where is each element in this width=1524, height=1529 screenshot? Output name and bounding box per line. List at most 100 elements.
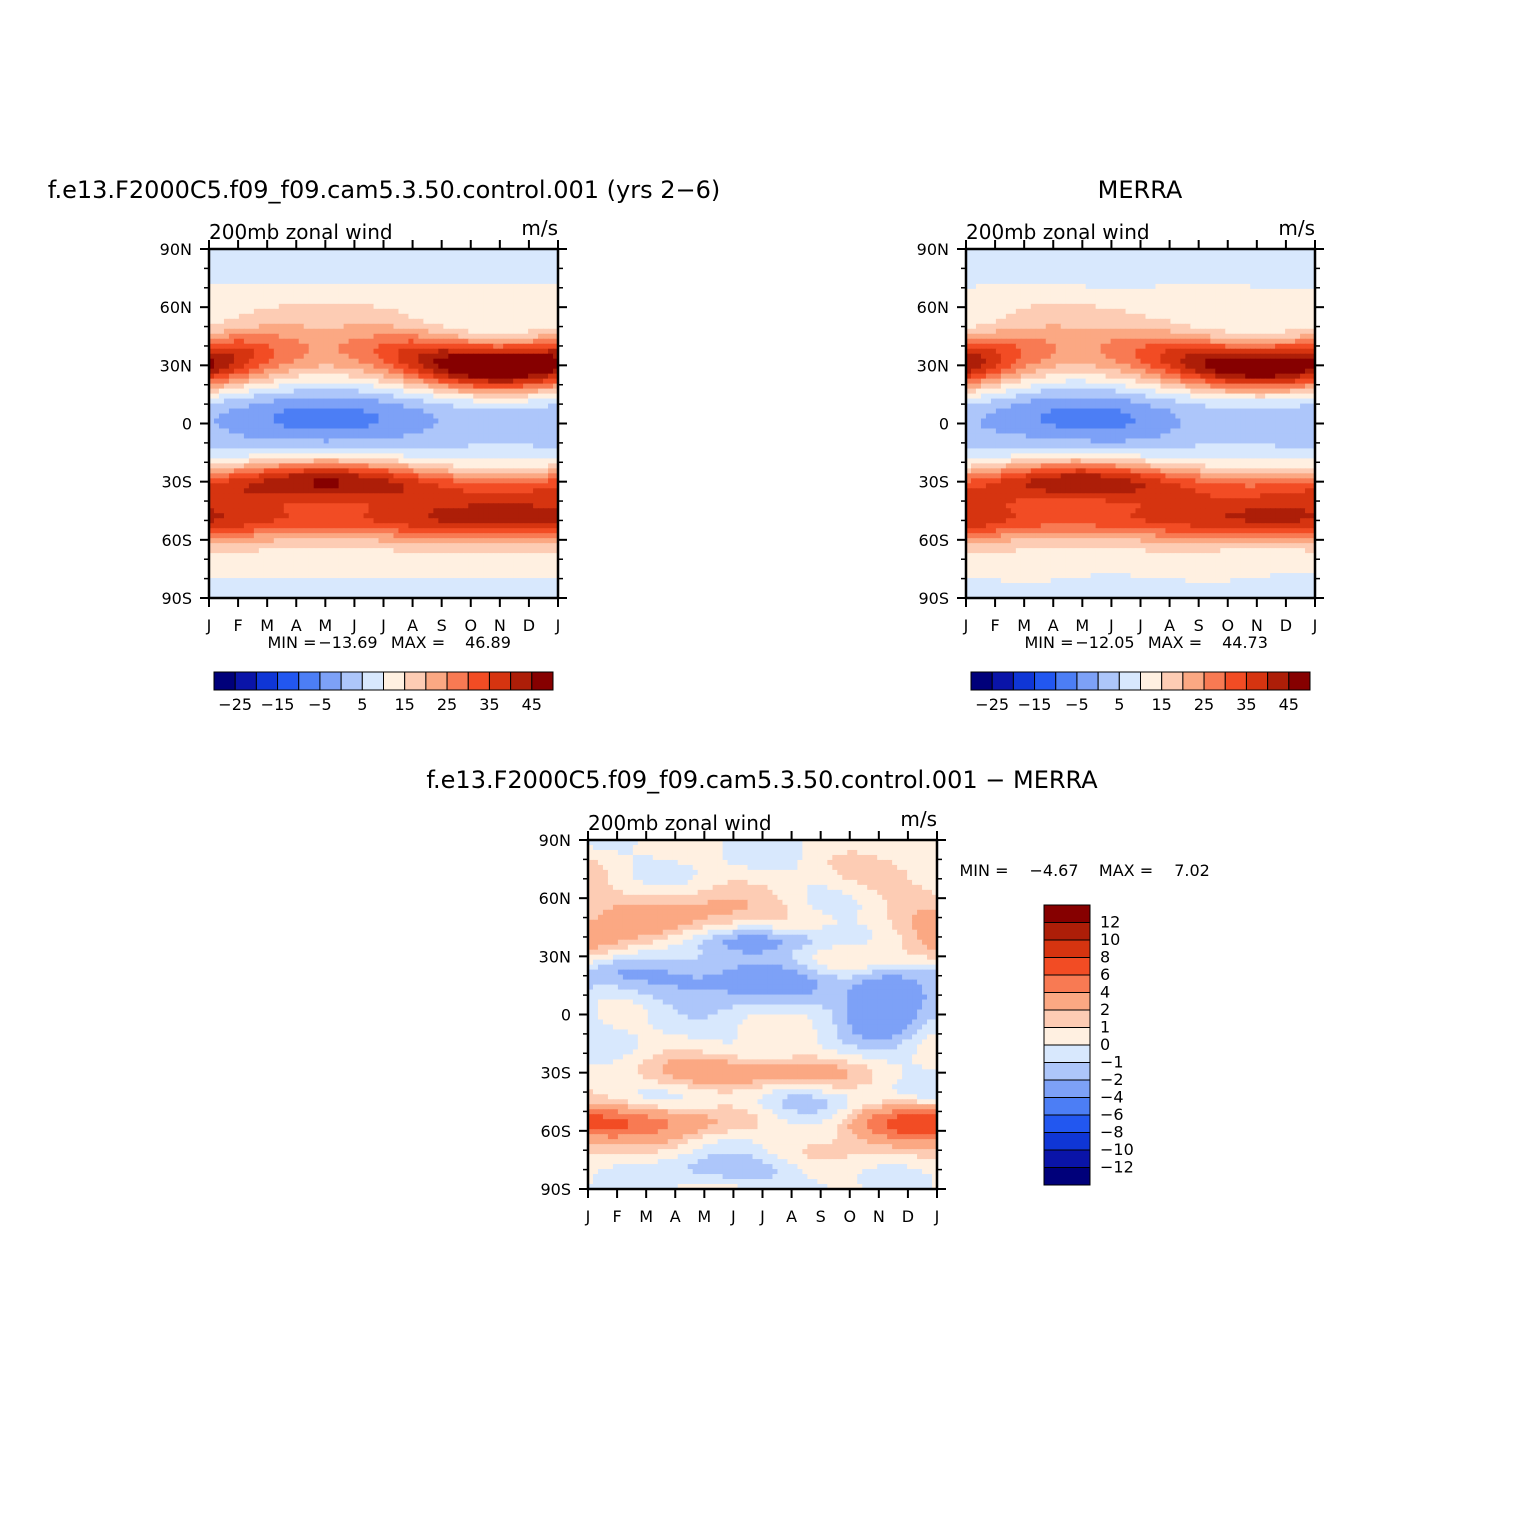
contour-cell: [468, 299, 474, 305]
contour-cell: [269, 448, 275, 454]
contour-cell: [523, 528, 529, 534]
contour-cell: [388, 329, 394, 335]
contour-cell: [354, 483, 360, 489]
contour-cell: [349, 414, 355, 420]
contour-cell: [513, 578, 519, 584]
contour-cell: [379, 513, 385, 519]
contour-cell: [329, 588, 335, 594]
contour-cell: [349, 389, 355, 395]
contour-cell: [344, 543, 350, 549]
contour-cell: [483, 573, 489, 579]
contour-cell: [239, 558, 245, 564]
contour-cell: [398, 264, 404, 270]
contour-cell: [319, 364, 325, 370]
contour-cell: [369, 354, 375, 360]
contour-cell: [423, 513, 429, 519]
contour-cell: [498, 404, 504, 410]
contour-cell: [284, 254, 290, 260]
contour-cell: [388, 309, 394, 315]
contour-cell: [453, 384, 459, 390]
contour-cell: [319, 568, 325, 574]
contour-cell: [403, 453, 409, 459]
contour-cell: [279, 384, 285, 390]
contour-cell: [458, 583, 464, 589]
contour-cell: [369, 344, 375, 350]
contour-cell: [349, 304, 355, 310]
contour-cell: [369, 369, 375, 375]
contour-cell: [408, 503, 414, 509]
contour-cell: [438, 404, 444, 410]
contour-cell: [513, 374, 519, 380]
contour-cell: [473, 488, 479, 494]
contour-cell: [269, 329, 275, 335]
contour-cell: [458, 433, 464, 439]
contour-cell: [388, 324, 394, 330]
contour-cell: [483, 424, 489, 430]
contour-cell: [418, 453, 424, 459]
contour-cell: [533, 478, 539, 484]
contour-cell: [548, 394, 554, 400]
contour-cell: [458, 528, 464, 534]
contour-cell: [543, 334, 549, 340]
contour-cell: [428, 428, 434, 434]
contour-cell: [458, 299, 464, 305]
contour-cell: [453, 339, 459, 345]
contour-cell: [433, 518, 439, 524]
contour-cell: [503, 324, 509, 330]
contour-cell: [349, 563, 355, 569]
contour-cell: [284, 438, 290, 444]
contour-cell: [513, 259, 519, 265]
contour-cell: [448, 438, 454, 444]
contour-cell: [388, 344, 394, 350]
contour-cell: [339, 528, 345, 534]
contour-cell: [448, 324, 454, 330]
contour-cell: [463, 374, 469, 380]
contour-cell: [518, 553, 524, 559]
contour-cell: [259, 334, 265, 340]
contour-cell: [269, 473, 275, 479]
contour-cell: [418, 264, 424, 270]
contour-cell: [518, 289, 524, 295]
contour-cell: [428, 289, 434, 295]
contour-cell: [543, 473, 549, 479]
contour-cell: [229, 503, 235, 509]
contour-cell: [334, 433, 340, 439]
contour-cell: [413, 269, 419, 275]
contour-cell: [289, 419, 295, 425]
contour-cell: [473, 409, 479, 415]
contour-cell: [319, 533, 325, 539]
contour-cell: [473, 349, 479, 355]
contour-cell: [334, 543, 340, 549]
contour-cell: [388, 578, 394, 584]
contour-cell: [324, 339, 330, 345]
contour-cell: [229, 399, 235, 405]
contour-cell: [523, 409, 529, 415]
contour-cell: [224, 433, 230, 439]
contour-cell: [334, 448, 340, 454]
contour-cell: [538, 284, 544, 290]
contour-cell: [219, 558, 225, 564]
contour-cell: [239, 329, 245, 335]
contour-cell: [284, 493, 290, 499]
contour-cell: [513, 543, 519, 549]
contour-cell: [224, 299, 230, 305]
contour-cell: [364, 538, 370, 544]
contour-cell: [239, 289, 245, 295]
contour-cell: [349, 573, 355, 579]
contour-cell: [483, 344, 489, 350]
contour-cell: [379, 443, 385, 449]
contour-cell: [249, 409, 255, 415]
contour-cell: [309, 508, 315, 514]
contour-cell: [538, 573, 544, 579]
contour-cell: [528, 573, 534, 579]
contour-cell: [423, 279, 429, 285]
contour-cell: [229, 488, 235, 494]
contour-cell: [314, 319, 320, 325]
contour-cell: [309, 344, 315, 350]
contour-cell: [513, 404, 519, 410]
contour-cell: [244, 314, 250, 320]
contour-cell: [533, 573, 539, 579]
contour-cell: [309, 259, 315, 265]
contour-cell: [408, 389, 414, 395]
contour-cell: [428, 468, 434, 474]
